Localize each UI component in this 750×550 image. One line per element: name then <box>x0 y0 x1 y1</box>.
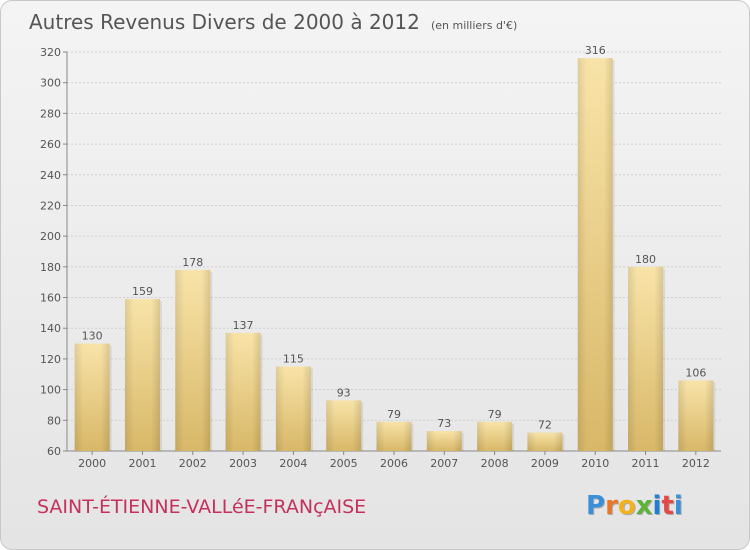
chart-subtitle: (en milliers d'€) <box>430 19 518 32</box>
data-label: 178 <box>182 256 203 269</box>
y-tick-label: 300 <box>40 77 61 90</box>
data-label: 159 <box>132 285 153 298</box>
title-row: Autres Revenus Divers de 2000 à 2012 (en… <box>29 10 517 34</box>
y-tick-label: 240 <box>40 169 61 182</box>
y-tick-label: 200 <box>40 230 61 243</box>
x-tick-label: 2010 <box>581 457 609 470</box>
x-tick-label: 2000 <box>78 457 106 470</box>
y-tick-label: 180 <box>40 261 61 274</box>
y-tick-label: 260 <box>40 138 61 151</box>
data-label: 93 <box>337 386 351 399</box>
data-label: 180 <box>635 253 656 266</box>
bar-shading <box>426 431 462 451</box>
y-tick-label: 320 <box>40 46 61 59</box>
x-tick-label: 2009 <box>531 457 559 470</box>
x-tick-label: 2005 <box>330 457 358 470</box>
x-tick-label: 2006 <box>380 457 408 470</box>
bar-shading <box>477 421 513 451</box>
bar-shading <box>175 269 211 451</box>
proxiti-logo: Proxiti <box>586 491 683 521</box>
logo-letter: i <box>652 491 662 521</box>
commune-name: SAINT-ÉTIENNE-VALLéE-FRANçAISE <box>37 496 367 518</box>
y-tick-label: 220 <box>40 199 61 212</box>
y-tick-label: 120 <box>40 353 61 366</box>
y-tick-label: 160 <box>40 292 61 305</box>
x-tick-label: 2003 <box>229 457 257 470</box>
bar-shading <box>678 380 714 451</box>
data-label: 316 <box>585 44 606 57</box>
logo-letter: x <box>635 491 653 521</box>
y-tick-label: 60 <box>47 445 61 458</box>
data-label: 72 <box>538 419 552 432</box>
bar-shading <box>225 332 261 451</box>
label-layer: 60 80 100 120 140 160 180 200 220 240 260 280 300 320… <box>40 44 710 470</box>
bar-shading <box>326 400 362 451</box>
logo-letter: o <box>617 491 636 521</box>
data-label: 130 <box>82 330 103 343</box>
chart-title: Autres Revenus Divers de 2000 à 2012 <box>29 10 420 34</box>
data-label: 73 <box>437 417 451 430</box>
x-tick-label: 2004 <box>279 457 307 470</box>
x-tick-label: 2012 <box>682 457 710 470</box>
bar-shading <box>376 421 412 451</box>
y-tick-label: 80 <box>47 414 61 427</box>
bar-layer <box>74 58 716 452</box>
bar-shading <box>74 343 110 451</box>
x-tick-label: 2011 <box>632 457 660 470</box>
logo-letter: P <box>586 491 606 521</box>
x-tick-label: 2002 <box>179 457 207 470</box>
data-label: 106 <box>685 366 706 379</box>
bar-shading <box>628 266 664 451</box>
data-label: 79 <box>387 408 401 421</box>
y-tick-label: 280 <box>40 107 61 120</box>
y-tick-label: 100 <box>40 384 61 397</box>
bar-shading <box>124 299 160 451</box>
data-label: 115 <box>283 353 304 366</box>
logo-letter: r <box>605 491 618 521</box>
data-label: 79 <box>488 408 502 421</box>
x-tick-label: 2007 <box>430 457 458 470</box>
bar-shading <box>275 366 311 451</box>
logo-letter: i <box>673 491 683 521</box>
y-tick-label: 140 <box>40 322 61 335</box>
x-tick-label: 2001 <box>128 457 156 470</box>
bar-shading <box>527 432 563 451</box>
x-tick-label: 2008 <box>481 457 509 470</box>
bar-shading <box>577 58 613 452</box>
logo-letter: t <box>661 491 674 521</box>
data-label: 137 <box>233 319 254 332</box>
